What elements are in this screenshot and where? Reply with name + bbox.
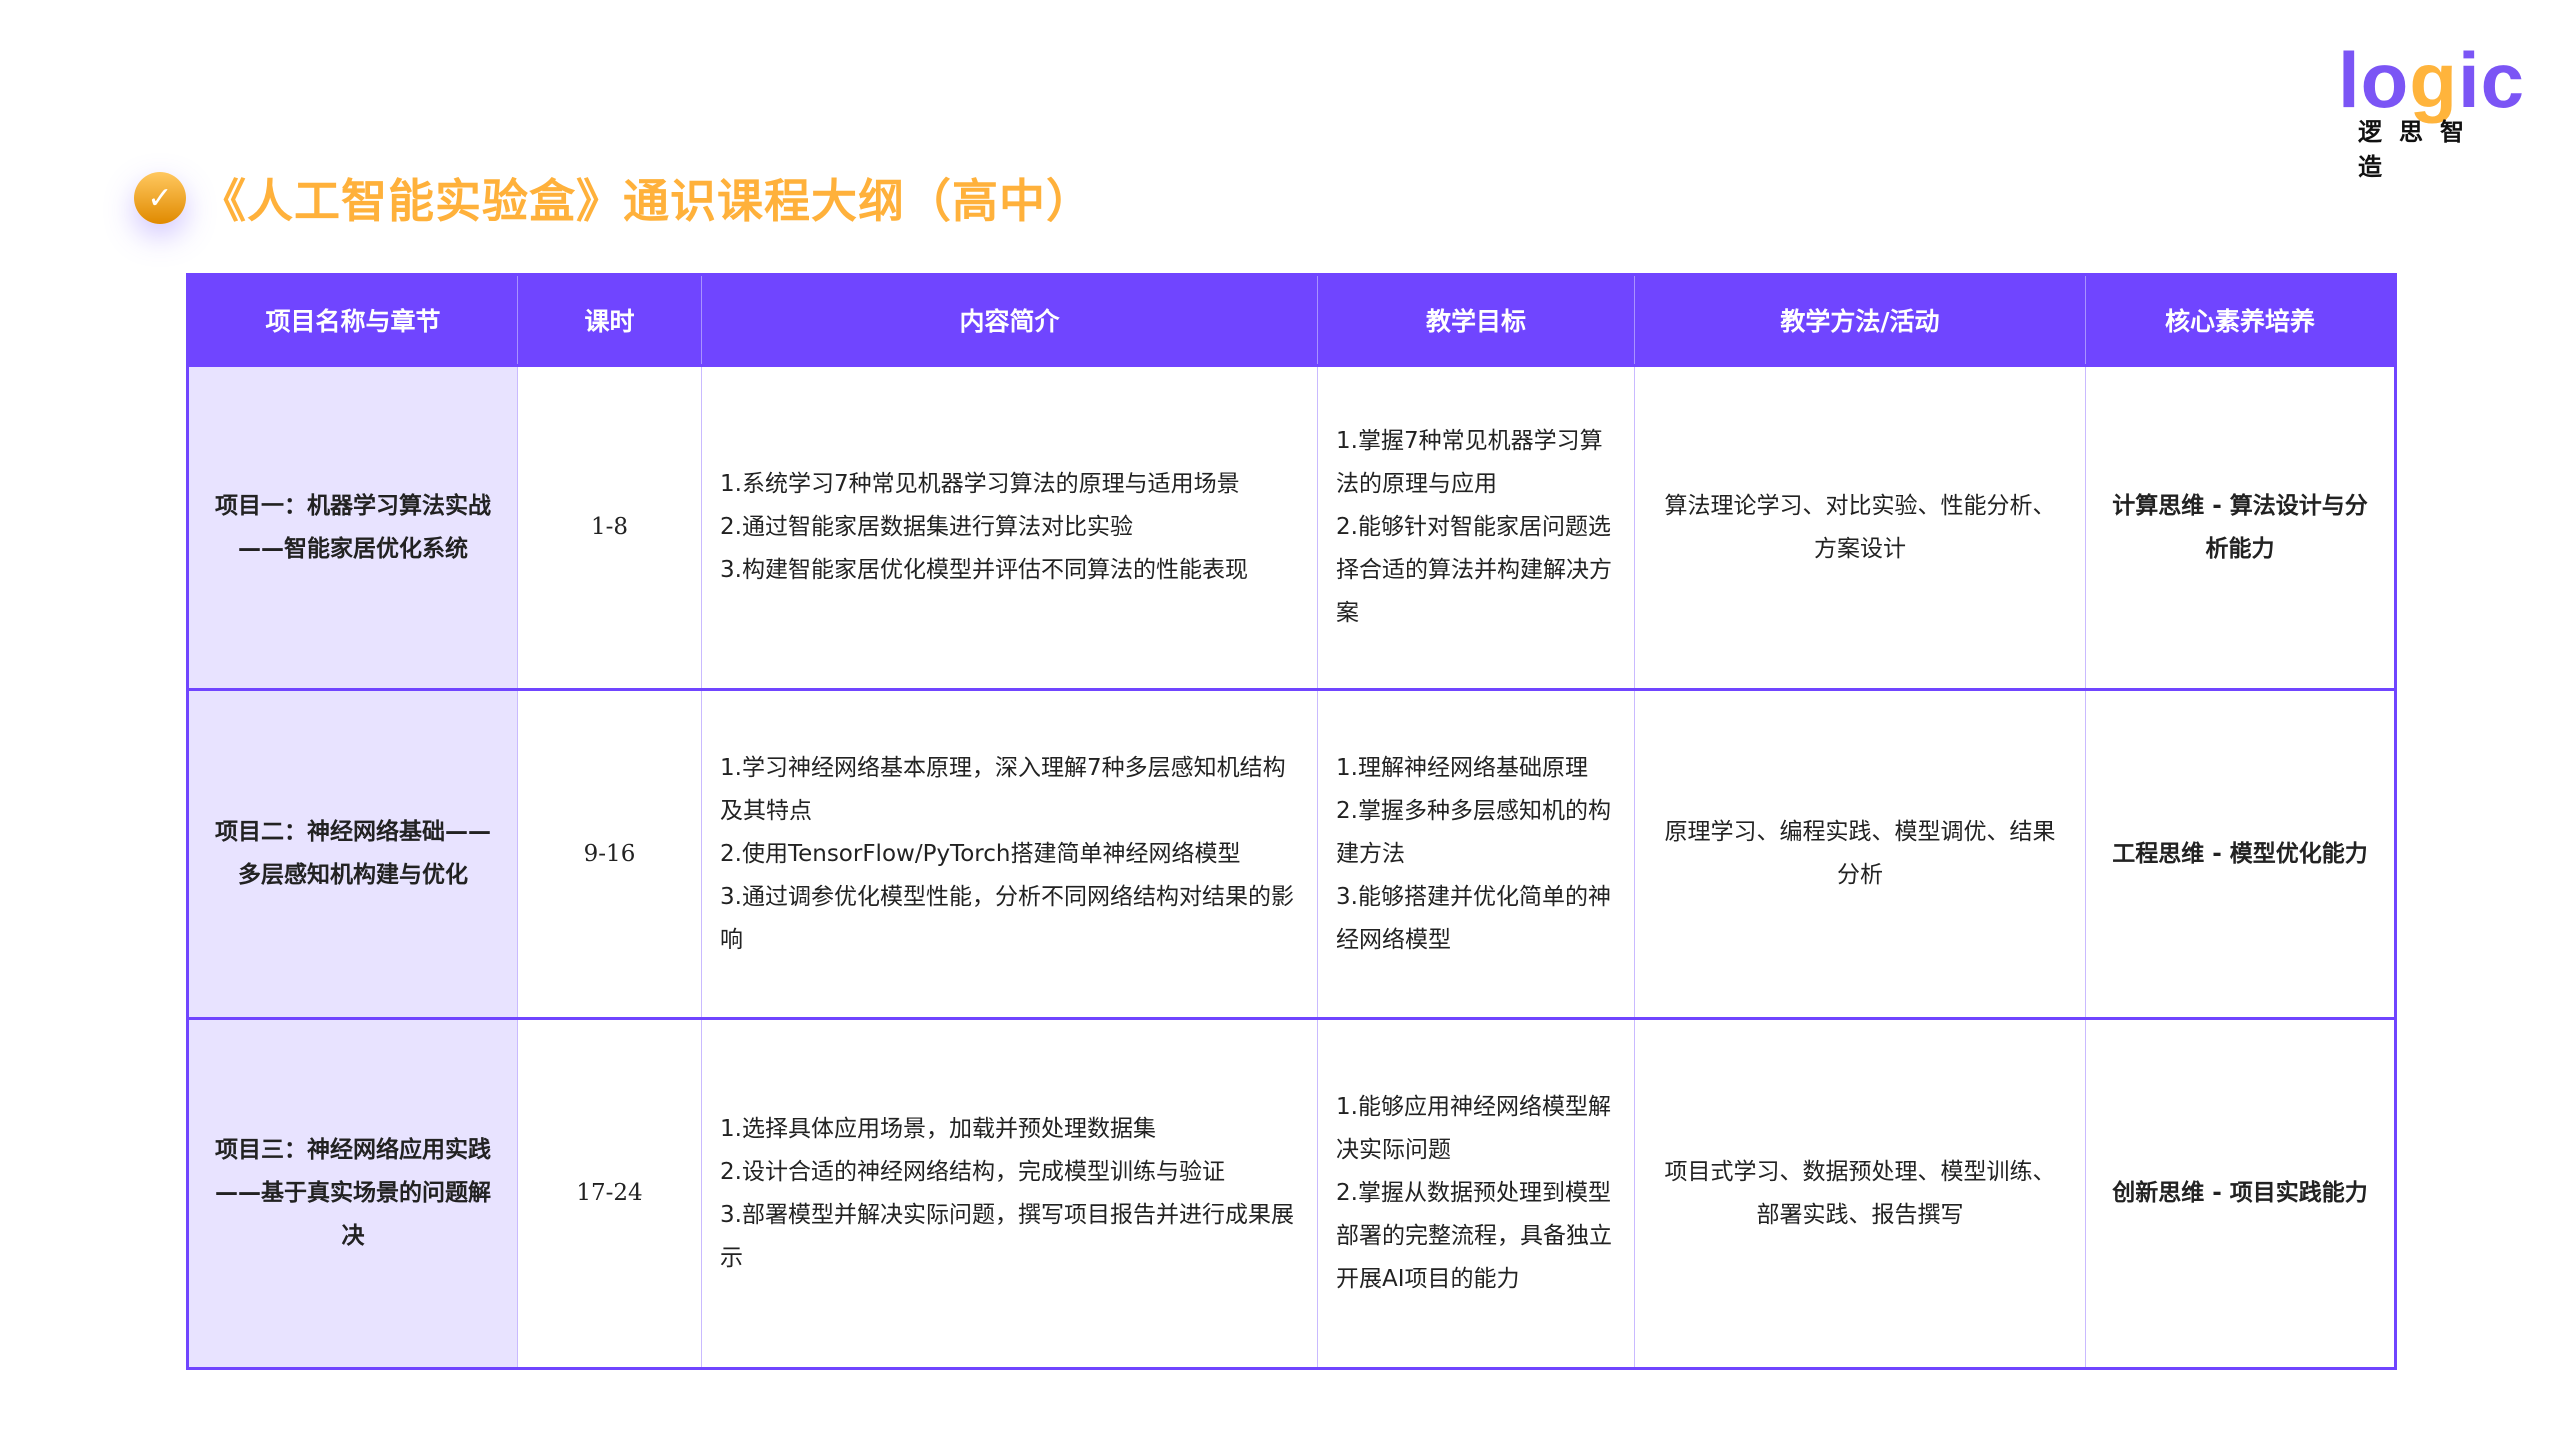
- table-row: 项目二：神经网络基础——多层感知机构建与优化 9-16 1.学习神经网络基本原理…: [187, 688, 2396, 1019]
- table-header-row: 项目名称与章节 课时 内容简介 教学目标 教学方法/活动 核心素养培养: [187, 274, 2396, 366]
- goal-item: 2.能够针对智能家居问题选择合适的算法并构建解决方案: [1336, 514, 1612, 626]
- column-header: 教学目标: [1317, 274, 1635, 366]
- teaching-methods: 项目式学习、数据预处理、模型训练、部署实践、报告撰写: [1634, 1017, 2086, 1369]
- core-competency: 计算思维 - 算法设计与分析能力: [2085, 364, 2396, 690]
- teaching-goals: 1.能够应用神经网络模型解决实际问题 2.掌握从数据预处理到模型部署的完整流程，…: [1317, 1017, 1635, 1369]
- content-item: 3.通过调参优化模型性能，分析不同网络结构对结果的影响: [720, 883, 1294, 953]
- teaching-methods: 原理学习、编程实践、模型调优、结果分析: [1634, 688, 2086, 1019]
- column-header: 核心素养培养: [2085, 274, 2396, 366]
- logo: logic 逻思智造: [2338, 40, 2524, 181]
- teaching-goals: 1.掌握7种常见机器学习算法的原理与应用 2.能够针对智能家居问题选择合适的算法…: [1317, 364, 1635, 690]
- logo-subtitle: 逻思智造: [2358, 118, 2481, 181]
- column-header: 项目名称与章节: [187, 274, 518, 366]
- teaching-methods: 算法理论学习、对比实验、性能分析、方案设计: [1634, 364, 2086, 690]
- content-summary: 1.系统学习7种常见机器学习算法的原理与适用场景 2.通过智能家居数据集进行算法…: [701, 364, 1318, 690]
- page-header: ✓ 《人工智能实验盒》通识课程大纲（高中）: [134, 165, 1093, 231]
- goal-item: 1.能够应用神经网络模型解决实际问题: [1336, 1094, 1611, 1163]
- goal-item: 3.能够搭建并优化简单的神经网络模型: [1336, 883, 1611, 953]
- content-item: 1.选择具体应用场景，加载并预处理数据集: [720, 1115, 1156, 1142]
- content-item: 1.学习神经网络基本原理，深入理解7种多层感知机结构及其特点: [720, 754, 1286, 824]
- content-item: 2.通过智能家居数据集进行算法对比实验: [720, 514, 1133, 540]
- content-summary: 1.学习神经网络基本原理，深入理解7种多层感知机结构及其特点 2.使用Tenso…: [701, 688, 1318, 1019]
- goal-item: 2.掌握从数据预处理到模型部署的完整流程，具备独立开展AI项目的能力: [1336, 1180, 1612, 1292]
- project-name: 项目三：神经网络应用实践——基于真实场景的问题解决: [187, 1017, 518, 1369]
- column-header: 课时: [517, 274, 702, 366]
- project-name: 项目一：机器学习算法实战——智能家居优化系统: [187, 364, 518, 690]
- content-item: 3.部署模型并解决实际问题，撰写项目报告并进行成果展示: [720, 1201, 1294, 1271]
- content-item: 3.构建智能家居优化模型并评估不同算法的性能表现: [720, 557, 1248, 583]
- project-name: 项目二：神经网络基础——多层感知机构建与优化: [187, 688, 518, 1019]
- goal-item: 1.掌握7种常见机器学习算法的原理与应用: [1336, 428, 1603, 497]
- content-item: 2.使用TensorFlow/PyTorch搭建简单神经网络模型: [720, 840, 1241, 867]
- content-item: 1.系统学习7种常见机器学习算法的原理与适用场景: [720, 471, 1240, 497]
- goal-item: 2.掌握多种多层感知机的构建方法: [1336, 797, 1611, 867]
- class-hours: 17-24: [517, 1017, 702, 1369]
- content-summary: 1.选择具体应用场景，加载并预处理数据集 2.设计合适的神经网络结构，完成模型训…: [701, 1017, 1318, 1369]
- column-header: 内容简介: [701, 274, 1318, 366]
- page-title: 《人工智能实验盒》通识课程大纲（高中）: [200, 174, 1093, 228]
- teaching-goals: 1.理解神经网络基础原理 2.掌握多种多层感知机的构建方法 3.能够搭建并优化简…: [1317, 688, 1635, 1019]
- class-hours: 9-16: [517, 688, 702, 1019]
- logo-wordmark: logic: [2338, 36, 2526, 124]
- table-row: 项目一：机器学习算法实战——智能家居优化系统 1-8 1.系统学习7种常见机器学…: [187, 364, 2396, 690]
- core-competency: 创新思维 - 项目实践能力: [2085, 1017, 2396, 1369]
- table-row: 项目三：神经网络应用实践——基于真实场景的问题解决 17-24 1.选择具体应用…: [187, 1017, 2396, 1369]
- core-competency: 工程思维 - 模型优化能力: [2085, 688, 2396, 1019]
- goal-item: 1.理解神经网络基础原理: [1336, 754, 1588, 781]
- syllabus-table: 项目名称与章节 课时 内容简介 教学目标 教学方法/活动 核心素养培养 项目一：…: [186, 273, 2397, 1370]
- content-item: 2.设计合适的神经网络结构，完成模型训练与验证: [720, 1158, 1225, 1185]
- check-circle-icon: ✓: [134, 172, 186, 224]
- column-header: 教学方法/活动: [1634, 274, 2086, 366]
- class-hours: 1-8: [517, 364, 702, 690]
